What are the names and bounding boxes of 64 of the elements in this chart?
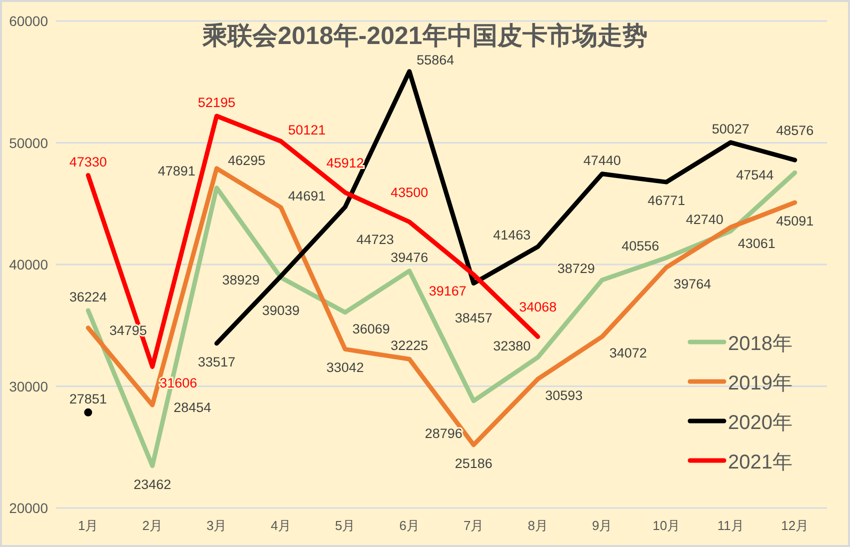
x-tick-label: 10月: [652, 518, 680, 533]
x-tick-label: 11月: [717, 518, 744, 533]
x-tick-label: 6月: [399, 518, 420, 533]
data-label: 47330: [69, 154, 107, 170]
data-label: 32380: [493, 338, 531, 354]
data-label: 23462: [134, 476, 172, 492]
legend-label: 2018年: [728, 333, 792, 355]
data-label: 45091: [776, 214, 814, 229]
data-label: 36069: [352, 321, 390, 336]
data-label: 38457: [454, 310, 492, 326]
x-tick-label: 9月: [592, 518, 612, 533]
data-label: 43061: [738, 236, 776, 252]
chart-title: 乘联会2018年-2021年中国皮卡市场走势: [202, 22, 648, 50]
data-label: 55864: [416, 52, 455, 68]
data-label: 48576: [776, 123, 814, 138]
data-label: 30593: [545, 388, 583, 404]
data-label: 38929: [222, 272, 260, 288]
data-label: 39764: [674, 276, 712, 292]
data-label: 34072: [609, 346, 647, 361]
x-tick-label: 3月: [206, 518, 227, 533]
data-label: 28454: [174, 400, 212, 416]
x-tick-label: 4月: [270, 518, 291, 533]
x-tick-label: 7月: [464, 518, 484, 533]
data-label: 46771: [648, 193, 686, 208]
x-tick-label: 12月: [781, 518, 809, 533]
x-tick-label: 2月: [142, 518, 162, 533]
data-label: 34068: [519, 300, 557, 315]
data-label: 40556: [622, 238, 660, 254]
y-tick-label: 30000: [9, 378, 48, 394]
data-label: 42740: [686, 212, 724, 228]
legend-label: 2020年: [728, 412, 792, 434]
data-label: 39039: [262, 303, 300, 318]
x-tick-label: 1月: [78, 518, 98, 533]
data-label: 47544: [736, 168, 774, 183]
data-label: 52195: [198, 95, 236, 110]
data-label: 44691: [288, 188, 326, 204]
y-tick-label: 20000: [9, 500, 48, 516]
data-label: 38729: [557, 260, 595, 276]
data-label: 36224: [69, 289, 108, 304]
data-label: 47891: [158, 163, 196, 178]
data-label: 47440: [583, 152, 621, 168]
legend-label: 2019年: [728, 372, 792, 394]
data-label: 45912: [326, 156, 364, 171]
data-label: 50027: [712, 121, 750, 136]
x-tick-label: 8月: [528, 518, 548, 533]
data-label: 33517: [198, 354, 236, 370]
y-tick-label: 60000: [9, 13, 48, 29]
data-label: 50121: [288, 122, 326, 138]
data-label: 41463: [493, 228, 531, 243]
data-label: 32225: [390, 338, 428, 354]
y-tick-label: 50000: [9, 134, 48, 151]
y-tick-label: 40000: [9, 256, 48, 272]
legend-label: 2021年: [728, 452, 792, 474]
data-label: 28796: [424, 426, 462, 441]
data-label: 27851: [69, 391, 107, 406]
data-label: 46295: [228, 152, 266, 168]
data-label: 25186: [454, 456, 492, 471]
x-tick-label: 5月: [335, 518, 356, 533]
data-label: 43500: [390, 184, 428, 200]
data-label: 44723: [356, 232, 394, 247]
data-label: 39167: [428, 284, 466, 299]
data-label: 31606: [160, 376, 198, 391]
data-label: 39476: [390, 250, 428, 265]
data-label: 33042: [326, 360, 364, 376]
